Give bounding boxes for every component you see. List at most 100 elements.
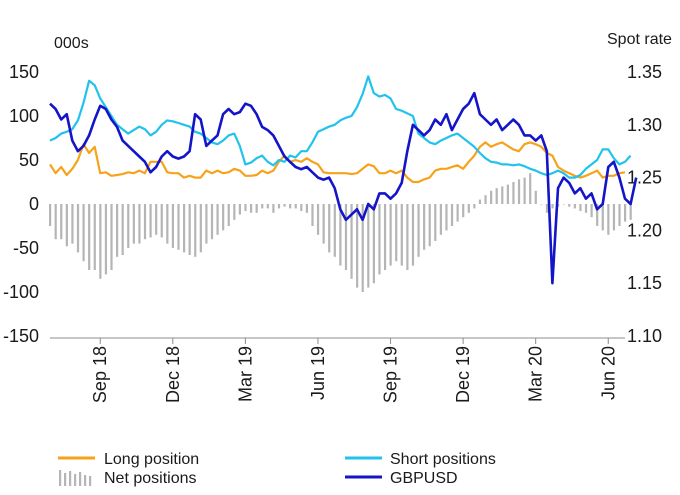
legend-item-net: Net positions (59, 470, 197, 487)
legend-net-bar (69, 471, 72, 486)
net-position-bar (434, 204, 437, 241)
net-position-bar (322, 204, 325, 244)
net-positions-bars (49, 173, 632, 292)
legend-net-bar (89, 476, 92, 486)
legend-net-bar (84, 475, 87, 486)
net-position-bar (512, 182, 515, 204)
x-tick-label: Mar 20 (526, 346, 546, 402)
net-position-bar (490, 190, 493, 204)
net-position-bar (110, 204, 113, 270)
left-tick-label: 0 (29, 194, 39, 214)
net-position-bar (305, 204, 308, 213)
net-position-bar (350, 204, 353, 279)
right-tick-label: 1.10 (627, 326, 662, 346)
x-tick-label: Jun 19 (308, 346, 328, 400)
net-position-bar (612, 204, 616, 231)
net-position-bar (478, 199, 482, 204)
left-tick-label: 50 (19, 150, 39, 170)
net-position-bar (596, 204, 599, 226)
net-position-bar (82, 204, 85, 262)
net-position-bar (182, 204, 186, 253)
net-position-bar (132, 204, 135, 244)
net-position-bar (529, 173, 532, 204)
net-position-bar (261, 204, 264, 209)
net-position-bar (406, 204, 409, 270)
left-tick-label: 100 (9, 106, 39, 126)
x-tick-label: Jun 20 (598, 346, 618, 400)
net-position-bar (205, 204, 208, 244)
net-position-bar (272, 204, 275, 213)
net-position-bar (395, 204, 398, 262)
net-position-bar (88, 204, 91, 270)
net-position-bar (60, 204, 63, 240)
left-tick-label: -150 (3, 326, 39, 346)
net-position-bar (517, 179, 521, 204)
net-position-bar (166, 204, 169, 244)
net-position-bar (249, 204, 253, 213)
net-position-bar (389, 204, 392, 266)
net-position-bar (568, 204, 571, 207)
net-position-bar (450, 204, 454, 226)
net-position-bar (216, 204, 219, 235)
left-tick-label: -100 (3, 282, 39, 302)
net-position-bar (501, 186, 504, 204)
net-position-bar (199, 204, 202, 253)
net-position-bar (104, 204, 108, 275)
legend-item-gbpusd: GBPUSD (345, 470, 458, 487)
net-position-bar (551, 204, 554, 209)
legend-label-net: Net positions (104, 470, 197, 487)
net-position-bar (266, 204, 269, 209)
net-position-bar (484, 195, 487, 204)
net-position-bar (289, 204, 292, 209)
net-position-bar (121, 204, 124, 256)
net-position-bar (361, 204, 364, 292)
legend-net-bar (79, 472, 82, 486)
net-position-bar (400, 204, 403, 266)
right-axis-ticks: 1.35 1.30 1.25 1.20 1.15 1.10 (627, 62, 662, 346)
net-position-bar (624, 204, 627, 222)
net-position-bar (99, 204, 102, 279)
net-position-bar (579, 204, 582, 212)
legend-label-gbpusd: GBPUSD (390, 470, 458, 487)
net-position-bar (590, 204, 593, 218)
net-position-bar (523, 177, 526, 204)
net-position-bar (473, 204, 476, 209)
net-position-bar (383, 204, 387, 270)
net-position-bar (49, 204, 52, 226)
net-position-bar (115, 204, 119, 257)
x-tick-label: Dec 18 (163, 346, 183, 403)
net-position-bar (372, 204, 375, 284)
net-position-bar (238, 204, 242, 215)
net-position-bar (188, 204, 191, 256)
right-tick-label: 1.20 (627, 220, 662, 240)
net-position-bar (227, 204, 230, 226)
right-tick-label: 1.25 (627, 168, 662, 188)
long-position-line (49, 141, 626, 184)
net-position-bar (534, 190, 537, 204)
net-position-bar (71, 204, 74, 244)
short-positions-line (49, 75, 632, 179)
net-position-bar (629, 204, 632, 220)
net-position-bar (417, 204, 420, 257)
net-position-bar (506, 184, 509, 204)
net-position-bar (328, 204, 331, 253)
x-tick-label: Mar 19 (235, 346, 255, 402)
x-tick-label: Dec 19 (453, 346, 473, 403)
net-position-bar (222, 204, 225, 231)
net-position-bar (339, 204, 342, 266)
left-axis-ticks: 150 100 50 0 -50 -100 -150 (3, 62, 39, 346)
net-position-bar (143, 204, 147, 240)
net-position-bar (462, 204, 465, 218)
right-axis-label: Spot rate (607, 31, 672, 48)
net-position-bar (149, 204, 152, 238)
net-position-bar (65, 204, 68, 247)
x-tick-label: Sep 18 (90, 346, 110, 403)
net-position-bar (356, 204, 359, 288)
net-position-bar (540, 204, 543, 205)
net-position-bar (618, 204, 621, 226)
net-position-bar (277, 204, 281, 209)
net-position-bar (467, 204, 470, 213)
net-position-bar (244, 204, 247, 212)
legend: Long position Short positions Net positi… (58, 451, 496, 487)
right-tick-label: 1.35 (627, 62, 662, 82)
